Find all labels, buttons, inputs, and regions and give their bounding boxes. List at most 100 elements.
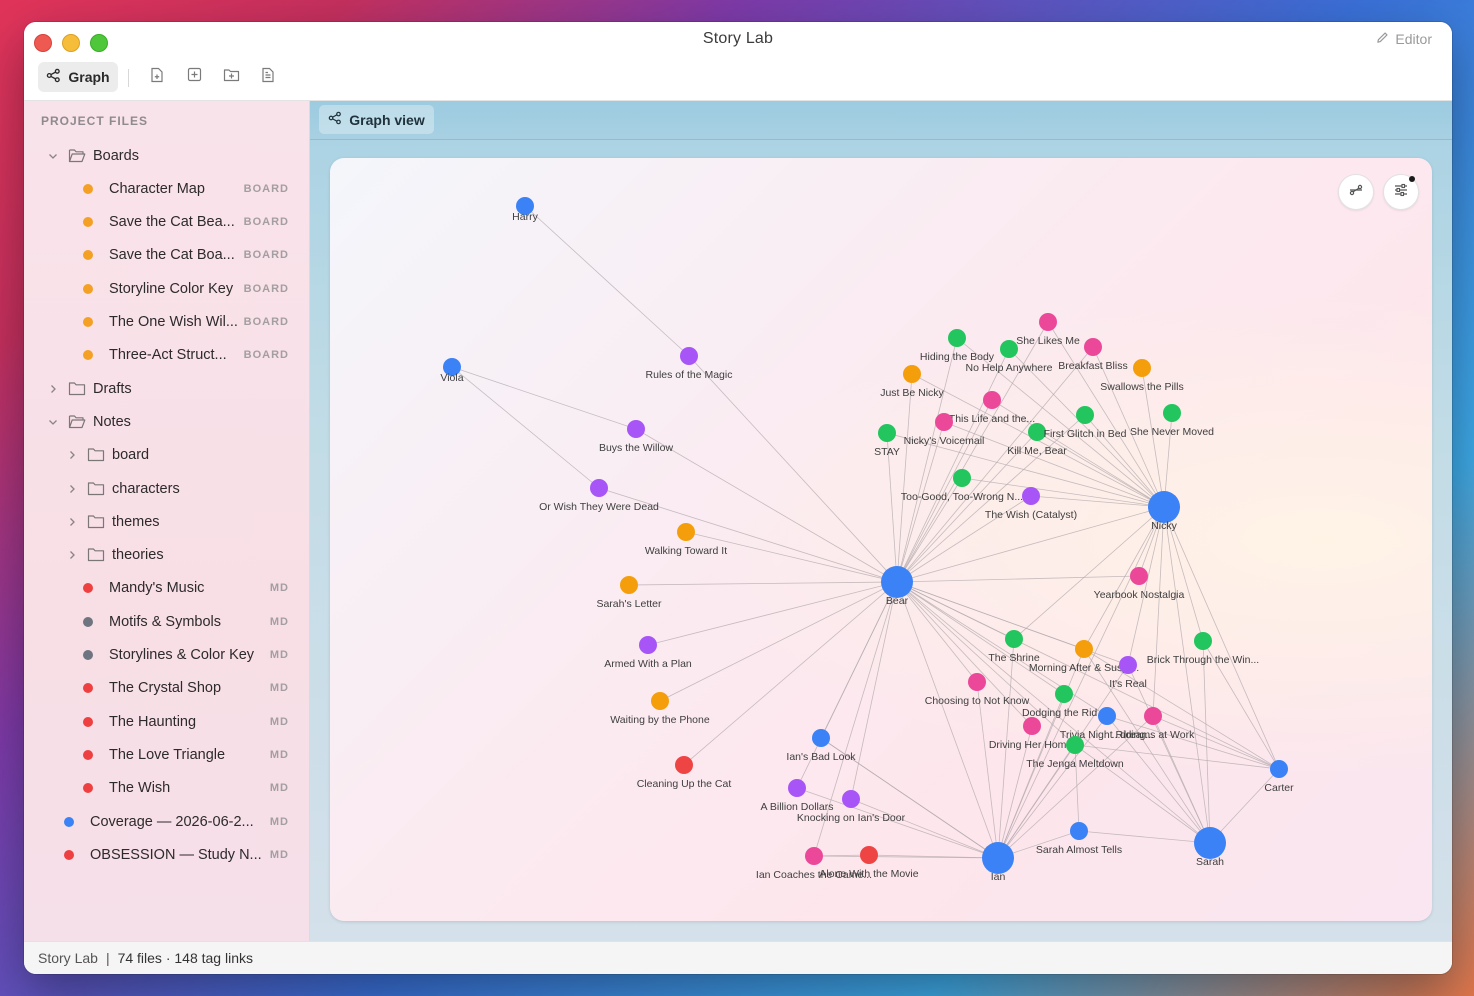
graph-node-firstglitch[interactable]: First Glitch in Bed bbox=[1044, 406, 1127, 440]
node-dot[interactable] bbox=[1023, 717, 1041, 735]
file-row[interactable]: Mandy's Music MD bbox=[24, 572, 309, 605]
graph-node-thislife[interactable]: This Life and the... bbox=[949, 391, 1035, 425]
editor-button[interactable]: Editor bbox=[1376, 31, 1432, 47]
graph-node-ianslook[interactable]: Ian's Bad Look bbox=[786, 729, 856, 763]
graph-node-willow[interactable]: Buys the Willow bbox=[599, 420, 674, 454]
graph-node-sheslikes[interactable]: She Likes Me bbox=[1016, 313, 1080, 347]
file-row[interactable]: Three-Act Struct... BOARD bbox=[24, 339, 309, 372]
node-dot[interactable] bbox=[627, 420, 645, 438]
folder-row[interactable]: Notes bbox=[24, 405, 309, 438]
node-dot[interactable] bbox=[953, 469, 971, 487]
graph-node-sarah[interactable]: Sarah bbox=[1194, 827, 1226, 868]
graph-node-sarahletter[interactable]: Sarah's Letter bbox=[596, 576, 662, 610]
node-dot[interactable] bbox=[842, 790, 860, 808]
node-dot[interactable] bbox=[878, 424, 896, 442]
graph-node-nohelp[interactable]: No Help Anywhere bbox=[966, 340, 1053, 374]
node-dot[interactable] bbox=[1000, 340, 1018, 358]
new-board-button[interactable] bbox=[185, 67, 203, 86]
node-dot[interactable] bbox=[1270, 760, 1288, 778]
graph-node-billion[interactable]: A Billion Dollars bbox=[761, 779, 834, 813]
node-dot[interactable] bbox=[903, 365, 921, 383]
node-dot[interactable] bbox=[1133, 359, 1151, 377]
graph-node-brick[interactable]: Brick Through the Win... bbox=[1147, 632, 1259, 666]
graph-node-waiting[interactable]: Waiting by the Phone bbox=[610, 692, 710, 726]
graph-node-armed[interactable]: Armed With a Plan bbox=[604, 636, 692, 670]
node-dot[interactable] bbox=[1163, 404, 1181, 422]
graph-node-nicky[interactable]: Nicky bbox=[1148, 491, 1180, 532]
graph-canvas[interactable]: Harry Viola Rules of the Magic Buys the Wil… bbox=[330, 158, 1432, 921]
graph-node-alone[interactable]: Alone With the Movie bbox=[819, 846, 919, 880]
node-dot[interactable] bbox=[1028, 423, 1046, 441]
graph-layout-button[interactable] bbox=[1338, 174, 1374, 210]
node-dot[interactable] bbox=[1194, 827, 1226, 859]
node-dot[interactable] bbox=[1075, 640, 1093, 658]
node-dot[interactable] bbox=[677, 523, 695, 541]
graph-node-stay[interactable]: STAY bbox=[874, 424, 900, 458]
graph-node-thewish[interactable]: The Wish (Catalyst) bbox=[985, 487, 1077, 521]
graph-node-morning[interactable]: Morning After & Suspi... bbox=[1029, 640, 1139, 674]
graph-node-breakfast[interactable]: Breakfast Bliss bbox=[1058, 338, 1128, 372]
file-row[interactable]: Storylines & Color Key MD bbox=[24, 639, 309, 672]
node-dot[interactable] bbox=[639, 636, 657, 654]
file-row[interactable]: The Wish MD bbox=[24, 772, 309, 805]
node-dot[interactable] bbox=[1119, 656, 1137, 674]
graph-node-voicemail[interactable]: Nicky's Voicemail bbox=[904, 413, 985, 447]
file-row[interactable]: Save the Cat Bea... BOARD bbox=[24, 206, 309, 239]
node-dot[interactable] bbox=[1066, 736, 1084, 754]
node-dot[interactable] bbox=[675, 756, 693, 774]
chevron-right-icon[interactable] bbox=[66, 483, 78, 495]
node-dot[interactable] bbox=[1076, 406, 1094, 424]
node-dot[interactable] bbox=[651, 692, 669, 710]
folder-row[interactable]: board bbox=[24, 439, 309, 472]
graph-node-ian[interactable]: Ian bbox=[982, 842, 1014, 883]
graph-node-toogood[interactable]: Too-Good, Too-Wrong N... bbox=[901, 469, 1023, 503]
graph-node-trivia[interactable]: Trivia Night Riding... bbox=[1060, 707, 1154, 741]
document-button[interactable] bbox=[259, 67, 277, 86]
graph-node-dodging[interactable]: Dodging the Rid... bbox=[1022, 685, 1106, 719]
graph-node-harry[interactable]: Harry bbox=[512, 197, 539, 223]
graph-node-iancoaches[interactable]: Ian Coaches the Came... bbox=[756, 847, 872, 881]
node-dot[interactable] bbox=[788, 779, 806, 797]
chevron-right-icon[interactable] bbox=[66, 516, 78, 528]
graph-node-driving[interactable]: Driving Her Hom... bbox=[989, 717, 1075, 751]
file-row[interactable]: Save the Cat Boa... BOARD bbox=[24, 239, 309, 272]
tab-graph-view[interactable]: Graph view bbox=[319, 105, 434, 134]
node-dot[interactable] bbox=[590, 479, 608, 497]
graph-node-viola[interactable]: Viola bbox=[440, 358, 464, 384]
new-file-button[interactable] bbox=[148, 67, 166, 86]
minimize-window-button[interactable] bbox=[62, 34, 80, 52]
chevron-right-icon[interactable] bbox=[66, 449, 78, 461]
new-folder-button[interactable] bbox=[222, 68, 240, 86]
node-dot[interactable] bbox=[1130, 567, 1148, 585]
graph-node-atwork[interactable]: ...dreams at Work bbox=[1112, 707, 1195, 741]
node-dot[interactable] bbox=[805, 847, 823, 865]
folder-row[interactable]: Boards bbox=[24, 139, 309, 172]
graph-node-itsreal[interactable]: It's Real bbox=[1109, 656, 1147, 690]
close-window-button[interactable] bbox=[34, 34, 52, 52]
file-row[interactable]: The Love Triangle MD bbox=[24, 738, 309, 771]
knowledge-graph[interactable]: Harry Viola Rules of the Magic Buys the Wil… bbox=[330, 158, 1432, 921]
node-dot[interactable] bbox=[968, 673, 986, 691]
graph-node-orwish[interactable]: Or Wish They Were Dead bbox=[539, 479, 659, 513]
graph-node-shrine[interactable]: The Shrine bbox=[988, 630, 1040, 664]
folder-row[interactable]: theories bbox=[24, 539, 309, 572]
graph-node-justbe[interactable]: Just Be Nicky bbox=[880, 365, 945, 399]
file-row[interactable]: OBSESSION — Study N... MD bbox=[24, 838, 309, 871]
graph-node-swallows[interactable]: Swallows the Pills bbox=[1100, 359, 1184, 393]
node-dot[interactable] bbox=[1194, 632, 1212, 650]
file-row[interactable]: Motifs & Symbols MD bbox=[24, 605, 309, 638]
folder-row[interactable]: characters bbox=[24, 472, 309, 505]
node-dot[interactable] bbox=[1070, 822, 1088, 840]
node-dot[interactable] bbox=[860, 846, 878, 864]
node-dot[interactable] bbox=[982, 842, 1014, 874]
node-dot[interactable] bbox=[1144, 707, 1162, 725]
graph-node-bear[interactable]: Bear bbox=[881, 566, 913, 607]
node-dot[interactable] bbox=[1084, 338, 1102, 356]
node-dot[interactable] bbox=[935, 413, 953, 431]
file-row[interactable]: Character Map BOARD bbox=[24, 172, 309, 205]
graph-node-carter[interactable]: Carter bbox=[1264, 760, 1294, 794]
node-dot[interactable] bbox=[1022, 487, 1040, 505]
node-dot[interactable] bbox=[983, 391, 1001, 409]
graph-node-cleaning[interactable]: Cleaning Up the Cat bbox=[637, 756, 732, 790]
graph-node-killme[interactable]: Kill Me, Bear bbox=[1007, 423, 1067, 457]
